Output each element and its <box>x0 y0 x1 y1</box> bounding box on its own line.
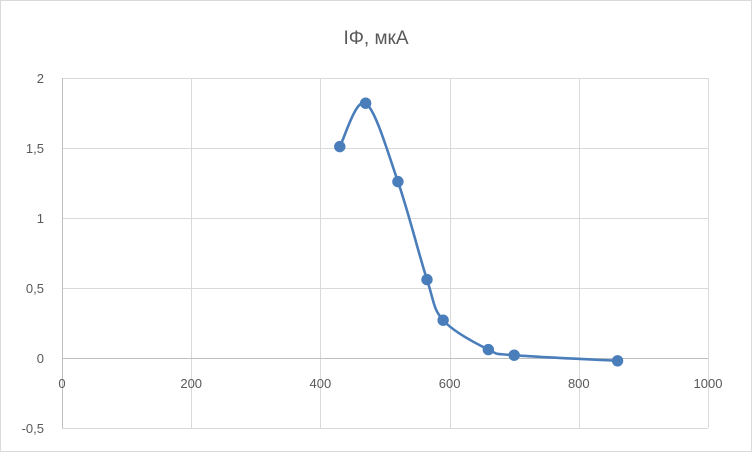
data-point <box>421 273 433 286</box>
data-point <box>392 175 404 188</box>
tick-labels: 2 1,5 1 0,5 0 -0,5 0 200 400 600 800 1000 <box>22 71 723 436</box>
y-tick-label: 0 <box>37 351 44 366</box>
chart-title: IΦ, мкА <box>343 28 408 49</box>
series-layer <box>334 97 624 367</box>
y-tick-label: -0,5 <box>22 421 44 436</box>
x-tick-label: 400 <box>310 376 332 391</box>
data-point <box>334 140 346 153</box>
y-tick-label: 2 <box>37 71 44 86</box>
y-tick-label: 1,5 <box>26 141 44 156</box>
x-tick-label: 1000 <box>694 376 723 391</box>
y-tick-label: 1 <box>37 211 44 226</box>
x-tick-label: 0 <box>58 376 65 391</box>
data-point <box>482 343 495 356</box>
x-tick-label: 800 <box>568 376 590 391</box>
data-point <box>437 314 449 326</box>
data-point <box>611 355 624 367</box>
data-point <box>508 349 520 361</box>
series-line <box>338 101 619 363</box>
x-tick-label: 200 <box>180 376 202 391</box>
gridlines <box>62 78 709 429</box>
x-tick-label: 600 <box>439 376 461 391</box>
y-tick-label: 0,5 <box>26 281 44 296</box>
data-point <box>359 97 372 109</box>
axes <box>62 78 708 428</box>
